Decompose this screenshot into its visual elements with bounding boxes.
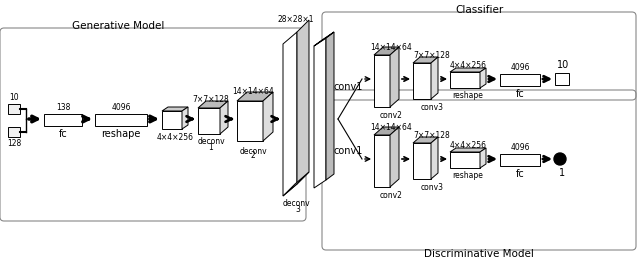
Text: 1: 1 xyxy=(559,168,565,178)
Bar xyxy=(95,114,147,126)
Text: 4×4×256: 4×4×256 xyxy=(450,60,487,69)
Text: 4×4×256: 4×4×256 xyxy=(450,140,487,149)
Text: 28×28×1: 28×28×1 xyxy=(278,15,315,23)
Bar xyxy=(8,127,20,137)
Polygon shape xyxy=(162,111,182,129)
Polygon shape xyxy=(413,143,431,179)
Bar xyxy=(8,104,20,114)
Text: fc: fc xyxy=(516,169,524,179)
Polygon shape xyxy=(450,148,486,152)
Text: 7×7×128: 7×7×128 xyxy=(413,50,450,59)
Polygon shape xyxy=(450,152,480,168)
Text: 128: 128 xyxy=(7,139,21,148)
Text: 4096: 4096 xyxy=(510,63,530,72)
Polygon shape xyxy=(314,32,334,46)
Polygon shape xyxy=(198,101,228,108)
Polygon shape xyxy=(413,137,438,143)
Text: deconv: deconv xyxy=(197,138,225,147)
Text: conv2: conv2 xyxy=(380,191,403,200)
Text: 14×14×64: 14×14×64 xyxy=(232,87,274,96)
Polygon shape xyxy=(198,108,220,134)
Text: 10: 10 xyxy=(557,60,569,70)
Circle shape xyxy=(554,153,566,165)
Text: 7×7×128: 7×7×128 xyxy=(413,130,450,139)
Text: Discriminative Model: Discriminative Model xyxy=(424,249,534,259)
Text: 4096: 4096 xyxy=(510,143,530,152)
Text: 7×7×128: 7×7×128 xyxy=(193,95,230,103)
Polygon shape xyxy=(431,137,438,179)
Text: reshape: reshape xyxy=(101,129,141,139)
Text: 14×14×64: 14×14×64 xyxy=(370,122,412,131)
Text: 2: 2 xyxy=(251,152,255,161)
Text: 138: 138 xyxy=(56,102,70,111)
Polygon shape xyxy=(263,92,273,141)
Polygon shape xyxy=(297,20,309,184)
Text: deconv: deconv xyxy=(239,147,267,155)
Polygon shape xyxy=(413,57,438,63)
Bar xyxy=(500,154,540,166)
Text: fc: fc xyxy=(59,129,68,139)
Polygon shape xyxy=(480,68,486,88)
Polygon shape xyxy=(182,107,188,129)
Polygon shape xyxy=(431,57,438,99)
Polygon shape xyxy=(326,32,334,180)
Text: Classifier: Classifier xyxy=(455,5,503,15)
Polygon shape xyxy=(450,72,480,88)
Text: deconv: deconv xyxy=(282,200,310,209)
Text: reshape: reshape xyxy=(452,172,484,181)
Polygon shape xyxy=(374,47,399,55)
Polygon shape xyxy=(413,63,431,99)
Text: conv3: conv3 xyxy=(420,182,443,191)
Text: conv3: conv3 xyxy=(420,102,443,111)
Bar xyxy=(500,74,540,86)
Polygon shape xyxy=(237,101,263,141)
Polygon shape xyxy=(390,47,399,107)
Text: conv2: conv2 xyxy=(380,111,403,120)
Text: conv1: conv1 xyxy=(333,146,362,156)
Bar xyxy=(44,114,82,126)
Polygon shape xyxy=(283,32,297,196)
Polygon shape xyxy=(283,172,309,196)
Text: 10: 10 xyxy=(9,92,19,101)
Polygon shape xyxy=(374,127,399,135)
Polygon shape xyxy=(220,101,228,134)
Text: 4096: 4096 xyxy=(111,102,131,111)
Polygon shape xyxy=(314,38,326,188)
Text: 1: 1 xyxy=(209,143,213,152)
Polygon shape xyxy=(374,55,390,107)
Bar xyxy=(555,73,569,85)
Polygon shape xyxy=(390,127,399,187)
Polygon shape xyxy=(374,135,390,187)
Text: fc: fc xyxy=(516,89,524,99)
Text: 14×14×64: 14×14×64 xyxy=(370,43,412,51)
Polygon shape xyxy=(237,92,273,101)
Text: conv1: conv1 xyxy=(333,82,362,92)
Text: 4×4×256: 4×4×256 xyxy=(156,133,193,142)
Polygon shape xyxy=(162,107,188,111)
Text: Generative Model: Generative Model xyxy=(72,21,164,31)
Text: reshape: reshape xyxy=(452,92,484,101)
Polygon shape xyxy=(450,68,486,72)
Polygon shape xyxy=(480,148,486,168)
Text: 3: 3 xyxy=(295,205,300,214)
